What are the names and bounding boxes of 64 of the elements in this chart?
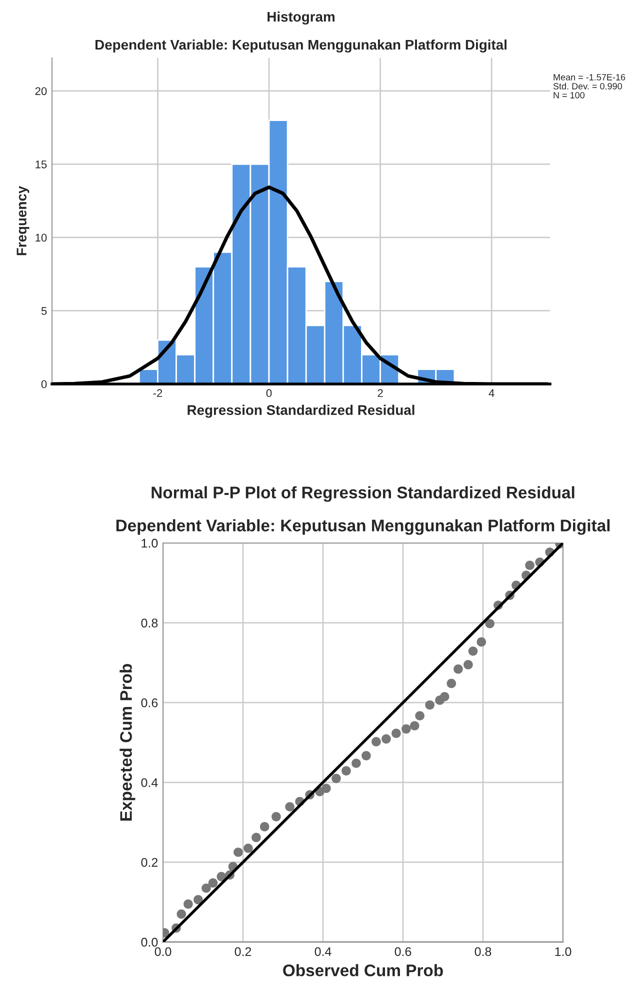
- x-axis-title: Regression Standardized Residual: [188, 404, 414, 418]
- point: [476, 637, 486, 647]
- point: [440, 692, 450, 702]
- point: [362, 751, 371, 760]
- point: [332, 774, 341, 784]
- point: [252, 832, 261, 842]
- x-tick-label: 0.6: [394, 947, 412, 956]
- chart-title: Normal P-P Plot of Regression Standardized Residual: [152, 486, 574, 502]
- x-tick-label: 0.2: [234, 947, 252, 956]
- point: [285, 802, 294, 812]
- point: [322, 784, 331, 794]
- y-tick-label: 0.4: [141, 778, 158, 788]
- chart-subtitle: Dependent Variable: Keputusan Menggunakan Platform Digital: [96, 39, 506, 53]
- x-tick-label: 1.0: [555, 947, 572, 956]
- text: N = 100: [554, 92, 585, 98]
- chart-title: Histogram: [268, 11, 334, 25]
- point: [202, 883, 211, 893]
- point: [464, 660, 473, 670]
- y-tick-label: 0.2: [141, 858, 158, 867]
- text: Mean = -1.57E-16: [554, 74, 626, 80]
- y-tick-label: 15: [36, 160, 47, 168]
- y-tick-label: 0.8: [141, 618, 158, 628]
- point: [342, 766, 351, 776]
- point: [446, 678, 456, 688]
- x-tick-label: 0.0: [154, 947, 172, 956]
- point: [425, 700, 434, 710]
- point: [208, 878, 218, 888]
- point: [382, 734, 391, 744]
- point: [392, 728, 401, 738]
- y-tick-label: 0.0: [141, 938, 158, 947]
- y-tick-label: 5: [41, 307, 47, 315]
- point: [454, 664, 463, 674]
- point: [352, 758, 361, 768]
- y-axis-title: Expected Cum Prob: [120, 664, 136, 821]
- y-axis-title: Frequency: [16, 186, 30, 256]
- y-tick-label: 0.6: [141, 698, 158, 708]
- point: [176, 909, 186, 919]
- point: [234, 848, 243, 857]
- point: [194, 895, 203, 904]
- x-tick-label: 2: [378, 389, 383, 397]
- point: [260, 822, 270, 832]
- x-tick-label: 0.4: [314, 947, 332, 956]
- x-tick-label: 4: [488, 389, 494, 397]
- x-tick-label: 0.8: [474, 947, 492, 956]
- point: [244, 844, 253, 853]
- point: [402, 724, 411, 734]
- point: [415, 711, 424, 720]
- y-tick-label: 20: [35, 87, 47, 96]
- point: [468, 646, 478, 656]
- point: [525, 560, 534, 570]
- point: [184, 899, 193, 909]
- point: [272, 812, 281, 822]
- x-tick-label: -2: [153, 389, 162, 397]
- x-tick-label: 0: [266, 389, 272, 398]
- y-tick-label: 0: [41, 380, 47, 388]
- point: [410, 721, 420, 730]
- point: [372, 737, 381, 746]
- text: Std. Dev. = 0.990: [553, 82, 622, 90]
- chart-subtitle: Dependent Variable: Keputusan Menggunakan Platform Digital: [116, 519, 610, 535]
- y-tick-label: 10: [36, 234, 47, 242]
- x-axis-title: Observed Cum Prob: [283, 964, 443, 976]
- point: [216, 872, 226, 882]
- y-tick-label: 1.0: [142, 538, 158, 548]
- point: [485, 618, 494, 628]
